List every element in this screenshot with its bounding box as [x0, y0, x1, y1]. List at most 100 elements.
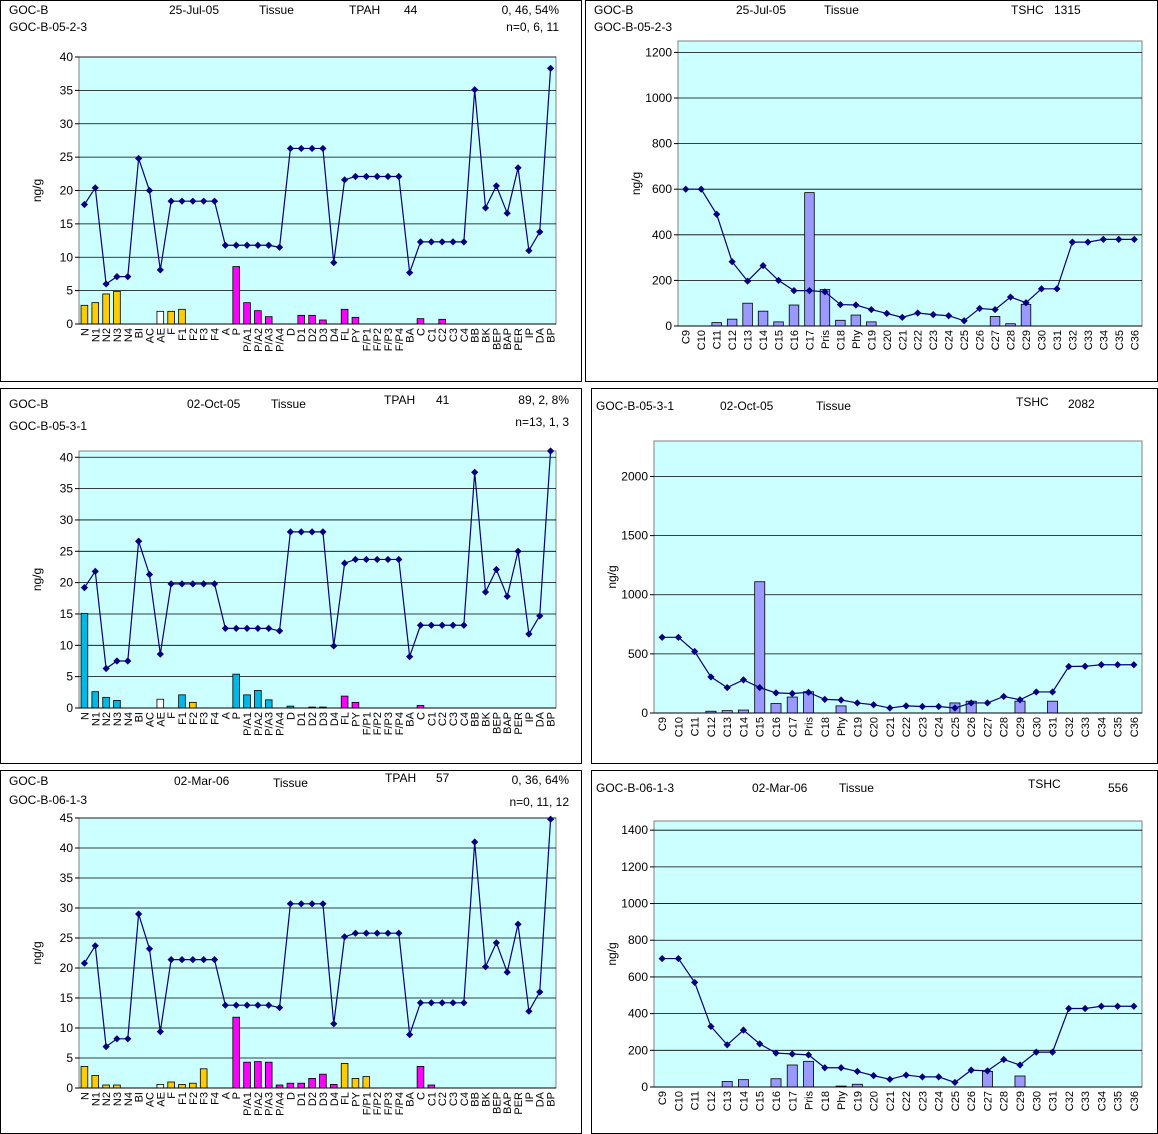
- line-point: [1006, 293, 1015, 301]
- y-tick-label: 40: [60, 450, 74, 464]
- y-tick-label: 20: [60, 576, 74, 590]
- x-tick-label: P/A1: [242, 712, 254, 736]
- panel-tshc-3: GOC-B-06-1-3 02-Mar-06 Tissue TSHC 556 0…: [591, 770, 1158, 1134]
- hdr-sample: GOC-B-05-2-3: [594, 20, 673, 34]
- line-point: [319, 144, 327, 153]
- x-tick-label: BEP: [491, 712, 503, 734]
- x-tick-label: F/P3: [383, 328, 395, 351]
- line-point: [867, 305, 875, 314]
- line-point: [406, 269, 414, 277]
- y-tick-label: 1000: [645, 91, 672, 105]
- line-point: [739, 676, 748, 684]
- x-tick-label: C17: [787, 1091, 799, 1111]
- line-point: [297, 144, 305, 153]
- y-tick-label: 10: [60, 638, 74, 652]
- hdr-total: 57: [436, 771, 450, 785]
- bar: [786, 1064, 798, 1088]
- x-tick-label: N2: [101, 1092, 113, 1106]
- series-line: [83, 68, 552, 286]
- x-tick-label: P: [231, 712, 243, 719]
- x-tick-label: F: [166, 1092, 178, 1099]
- line-point: [427, 238, 435, 246]
- x-tick-label: BEP: [491, 1092, 503, 1114]
- x-tick-label: C12: [706, 717, 718, 737]
- x-tick-label: P/A4: [275, 1092, 287, 1116]
- x-tick-label: C31: [1048, 717, 1060, 737]
- line-point: [976, 304, 984, 313]
- hdr-matrix: Tissue: [259, 3, 294, 17]
- x-tick-label: N1: [90, 1092, 102, 1106]
- x-tick-label: IP: [524, 1092, 536, 1102]
- y-tick-label: 20: [60, 184, 74, 198]
- hdr-date: 02-Mar-06: [752, 781, 808, 795]
- bar: [738, 1079, 749, 1088]
- line-point: [918, 1073, 926, 1081]
- bar: [286, 1082, 295, 1089]
- bar: [178, 308, 186, 325]
- x-tick-label: Phy: [836, 717, 848, 736]
- x-tick-label: C13: [722, 717, 734, 737]
- line-point: [308, 528, 316, 536]
- line-point: [853, 699, 861, 707]
- x-tick-label: C30: [1031, 1091, 1043, 1111]
- bar: [156, 1083, 165, 1089]
- y-tick-label: 0: [641, 1080, 648, 1094]
- x-tick-label: N3: [112, 1092, 124, 1106]
- x-tick-label: DA: [535, 1091, 547, 1107]
- x-tick-label: F1: [177, 712, 189, 725]
- line-point: [200, 580, 208, 588]
- x-tick-label: D1: [296, 1092, 308, 1106]
- line-point: [167, 580, 175, 588]
- x-tick-label: F/P2: [372, 328, 384, 351]
- hdr-site: GOC-B: [594, 3, 634, 17]
- x-tick-label: C11: [712, 330, 724, 349]
- x-tick-label: C3: [448, 712, 460, 726]
- x-tick-label: BP: [546, 712, 558, 727]
- line-point: [804, 688, 813, 696]
- y-tick-label: 0: [641, 706, 648, 720]
- bar: [254, 1061, 262, 1089]
- bar: [254, 310, 262, 325]
- x-tick-label: C31: [1052, 330, 1064, 350]
- line-point: [91, 942, 99, 950]
- bar: [804, 192, 815, 327]
- x-tick-label: C23: [928, 330, 940, 350]
- bar: [742, 302, 753, 327]
- line-point: [210, 197, 219, 205]
- line-point: [308, 144, 316, 153]
- bar: [80, 304, 89, 325]
- x-tick-label: F/P2: [372, 712, 384, 735]
- x-tick-label: C29: [1021, 330, 1033, 350]
- hdr-site: GOC-B: [9, 397, 49, 411]
- x-tick-label: C33: [1083, 330, 1095, 350]
- line-point: [983, 699, 992, 707]
- line-point: [514, 920, 522, 928]
- chart-tpah-1: 0510152025303540ng/gNN1N2N3N4BIACAEFF1F2…: [30, 50, 558, 352]
- y-tick-label: 800: [628, 933, 648, 947]
- hdr-site: GOC-B: [9, 3, 49, 17]
- x-tick-label: N: [79, 712, 91, 720]
- bar: [232, 266, 240, 325]
- bar: [308, 1077, 316, 1089]
- line-point: [914, 309, 922, 317]
- line-point: [991, 305, 999, 314]
- bar: [850, 314, 862, 327]
- bar: [1047, 700, 1058, 714]
- x-tick-label: P/A3: [264, 328, 276, 352]
- x-tick-label: D: [285, 712, 297, 720]
- line-point: [102, 280, 110, 288]
- x-tick-label: PER: [513, 712, 525, 735]
- line-point: [1032, 1048, 1040, 1056]
- x-tick-label: C16: [771, 717, 783, 737]
- x-tick-label: PY: [350, 1091, 362, 1106]
- line-point: [1114, 661, 1122, 669]
- y-tick-label: 200: [652, 273, 672, 287]
- x-tick-label: C: [415, 712, 427, 720]
- line-point: [221, 1001, 229, 1009]
- bar: [1014, 1075, 1026, 1088]
- y-axis-label: ng/g: [30, 941, 44, 964]
- bar: [243, 694, 251, 709]
- y-tick-label: 25: [60, 544, 74, 558]
- bar: [102, 696, 110, 709]
- line-point: [113, 1035, 121, 1043]
